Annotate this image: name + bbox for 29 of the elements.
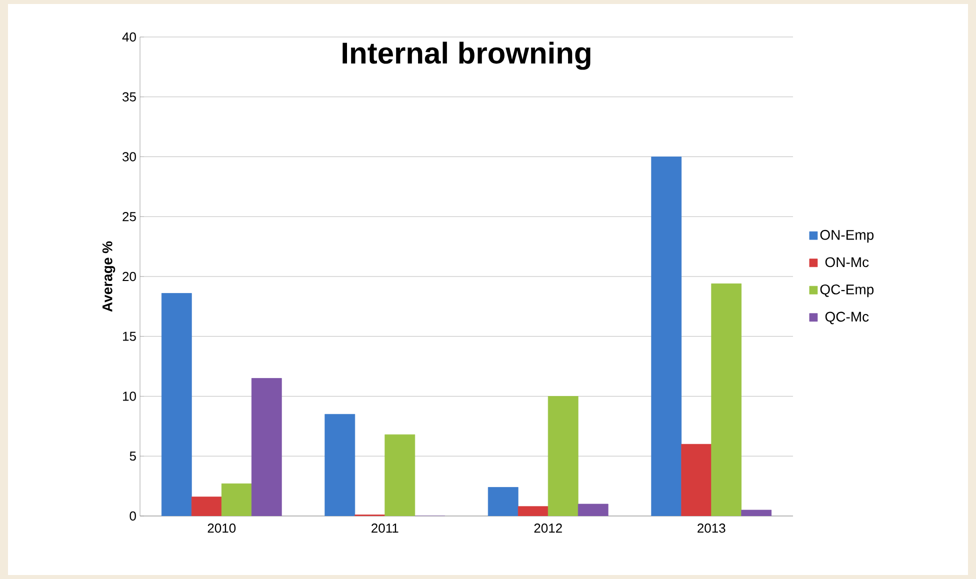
x-tick-label: 2013 bbox=[698, 524, 726, 533]
bar bbox=[518, 506, 548, 516]
x-tick-label: 2011 bbox=[372, 524, 398, 533]
bar bbox=[548, 396, 578, 516]
y-tick-label: 40 bbox=[122, 32, 136, 42]
legend-label: QC-Mc bbox=[825, 312, 869, 324]
bar bbox=[741, 510, 772, 516]
x-tick-label: 2012 bbox=[534, 524, 562, 533]
y-tick-label: 15 bbox=[123, 332, 136, 341]
y-axis-title: Average % bbox=[102, 241, 116, 312]
y-tick-label: 20 bbox=[122, 272, 136, 282]
bar bbox=[711, 283, 742, 516]
x-tick-label: 2010 bbox=[208, 524, 236, 533]
chart-title: Internal browning bbox=[342, 42, 590, 70]
y-tick-label: 5 bbox=[130, 452, 136, 461]
bar bbox=[221, 483, 252, 516]
bar bbox=[578, 504, 608, 516]
y-tick-label: 35 bbox=[122, 92, 136, 102]
bar bbox=[384, 434, 416, 516]
y-tick-label: 10 bbox=[123, 392, 136, 401]
y-tick-label: 0 bbox=[130, 511, 136, 521]
legend-label: QC-Emp bbox=[820, 284, 874, 298]
bar bbox=[681, 444, 712, 516]
y-tick-label: 30 bbox=[122, 152, 136, 162]
legend-label: ON-Emp bbox=[820, 230, 874, 243]
bar bbox=[191, 496, 222, 516]
bar bbox=[251, 378, 282, 516]
y-tick-label: 25 bbox=[122, 212, 136, 222]
legend-label: ON-Mc bbox=[825, 257, 869, 268]
